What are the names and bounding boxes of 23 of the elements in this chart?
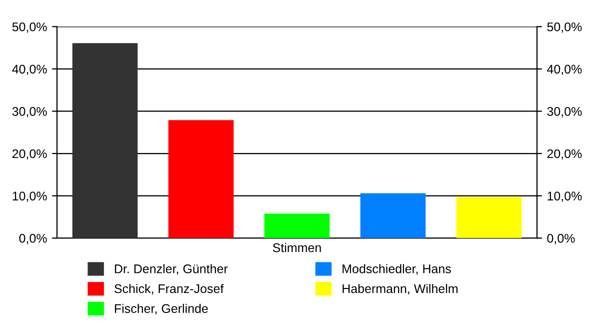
legend-label: Fischer, Gerlinde bbox=[114, 304, 208, 314]
y-tick-label: 20,0% bbox=[12, 149, 47, 160]
text: 50,0% bbox=[547, 22, 582, 33]
bar bbox=[264, 214, 330, 238]
text: 20,0% bbox=[547, 149, 582, 160]
text: 0,0% bbox=[547, 234, 575, 244]
legend-label: Modschiedler, Hans bbox=[342, 264, 451, 275]
bar bbox=[360, 193, 426, 238]
y-tick-label: 50,0% bbox=[12, 22, 47, 33]
bar bbox=[168, 120, 234, 238]
bar bbox=[72, 43, 138, 238]
text: 10,0% bbox=[548, 192, 582, 202]
bar bbox=[456, 197, 522, 238]
x-tick-label: Stimmen bbox=[272, 242, 321, 252]
legend-label: Habermann, Wilhelm bbox=[342, 284, 458, 295]
y-tick-label: 30,0% bbox=[12, 107, 47, 118]
legend-label: Dr. Denzler, Günther bbox=[114, 264, 228, 275]
text: 40,0% bbox=[547, 64, 582, 76]
y-tick-label: 0,0% bbox=[19, 234, 47, 244]
text: 30,0% bbox=[547, 107, 582, 118]
y-tick-label: 10,0% bbox=[12, 192, 47, 202]
legend-label: Schick, Franz-Josef bbox=[114, 284, 224, 295]
y-tick-label: 40,0% bbox=[12, 64, 47, 76]
